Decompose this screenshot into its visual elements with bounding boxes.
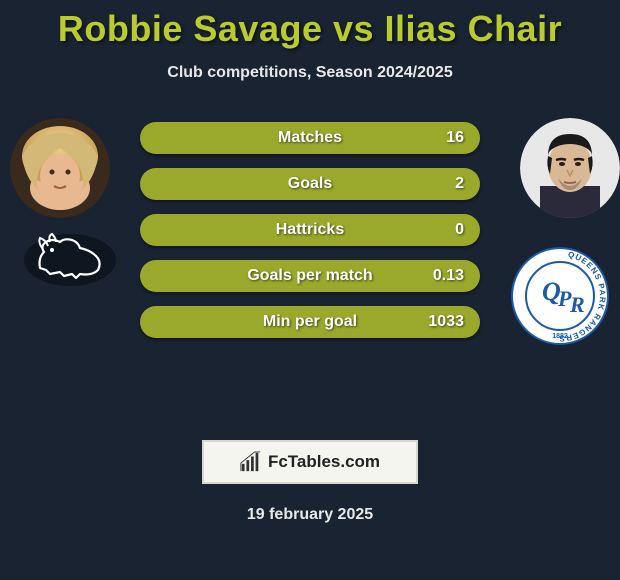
subtitle: Club competitions, Season 2024/2025	[0, 64, 620, 82]
page-title: Robbie Savage vs Ilias Chair	[0, 0, 620, 50]
player-right-avatar	[520, 118, 620, 218]
team-left-logo	[20, 228, 120, 288]
brand-label: FcTables.com	[268, 452, 380, 472]
stat-row: Goals per match 0.13	[140, 260, 480, 292]
stat-value: 0.13	[433, 267, 464, 285]
stats-list: Matches 16 Goals 2 Hattricks 0 Goals per…	[140, 122, 480, 352]
date-label: 19 february 2025	[0, 506, 620, 524]
stat-value: 0	[455, 221, 464, 239]
stat-value: 1033	[428, 313, 464, 331]
stat-label: Min per goal	[263, 313, 357, 331]
team-right-logo: QUEENS PARK RANGERS 1882 Q P R	[510, 246, 610, 346]
stat-label: Goals per match	[247, 267, 372, 285]
stat-label: Hattricks	[276, 221, 344, 239]
svg-text:R: R	[569, 292, 585, 317]
stat-row: Goals 2	[140, 168, 480, 200]
svg-text:1882: 1882	[552, 333, 568, 340]
player-left-avatar	[10, 118, 110, 218]
stat-row: Min per goal 1033	[140, 306, 480, 338]
stat-value: 2	[455, 175, 464, 193]
brand-badge[interactable]: FcTables.com	[202, 440, 418, 484]
stat-label: Matches	[278, 129, 342, 147]
bar-chart-icon	[240, 451, 262, 473]
stat-row: Matches 16	[140, 122, 480, 154]
comparison-panel: QUEENS PARK RANGERS 1882 Q P R Matches 1…	[0, 118, 620, 438]
stat-label: Goals	[288, 175, 332, 193]
stat-row: Hattricks 0	[140, 214, 480, 246]
stat-value: 16	[446, 129, 464, 147]
